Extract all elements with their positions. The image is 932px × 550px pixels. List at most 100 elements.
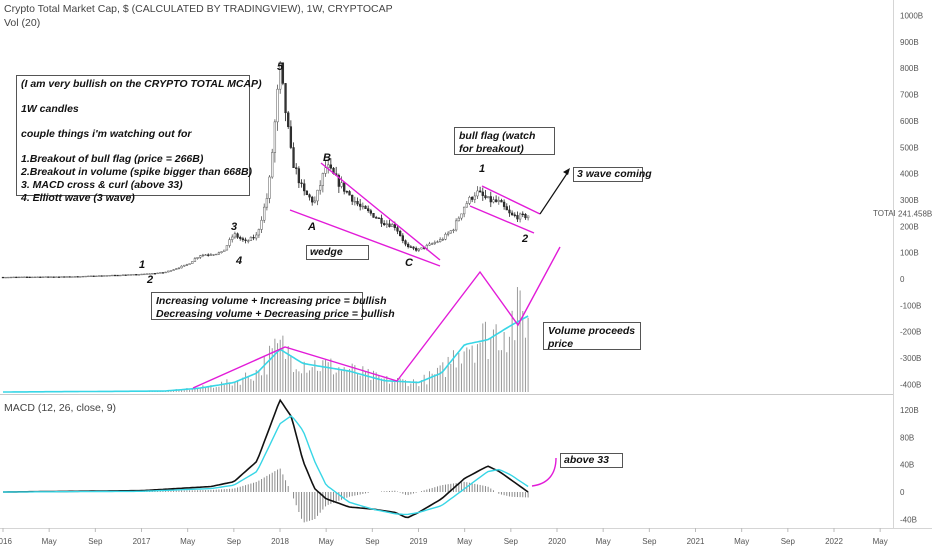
price-candle-body — [454, 220, 458, 231]
volume-bar — [202, 385, 204, 392]
price-candle-body — [329, 164, 333, 169]
volume-bar — [186, 388, 188, 392]
volume-bar — [362, 366, 364, 392]
macd-histogram-bar — [266, 475, 268, 492]
price-candle-body — [220, 251, 223, 253]
three-wave-note[interactable]: 3 wave coming — [573, 167, 652, 182]
price-candle-body — [502, 201, 506, 207]
price-candle-body — [228, 239, 231, 246]
price-candle-body — [223, 249, 226, 252]
price-axis-label: 300B — [900, 196, 919, 205]
price-candle-body — [281, 62, 285, 84]
price-candle-body — [79, 276, 82, 278]
bull-flag-note[interactable]: bull flag (watch for breakout) — [454, 127, 555, 155]
price-candle-body — [244, 239, 247, 241]
volume-bar — [218, 386, 220, 392]
macd-axis-label: -40B — [900, 515, 917, 524]
volume-bar — [271, 348, 273, 392]
volume-bar — [455, 367, 457, 392]
macd-histogram-bar — [463, 481, 465, 492]
macd-histogram-bar — [194, 490, 196, 492]
price-candle-body — [148, 273, 151, 275]
volume-bar — [471, 345, 473, 392]
price-candle-body — [340, 182, 343, 187]
price-candle-body — [124, 274, 127, 276]
wave-label-2: 2 — [146, 274, 153, 286]
volume-bar — [359, 375, 361, 392]
volume-bar — [189, 389, 191, 392]
macd-histogram-bar — [474, 483, 476, 492]
macd-histogram-bar — [298, 492, 300, 513]
volume-bar — [341, 370, 343, 392]
price-candle-body — [185, 264, 189, 266]
price-candle-body — [135, 274, 138, 276]
volume-moving-average-line — [3, 315, 529, 393]
price-candle-body — [31, 276, 34, 279]
price-axis-label: 700B — [900, 91, 919, 100]
main-analysis-note[interactable]: (I am very bullish on the CRYPTO TOTAL M… — [16, 75, 262, 204]
macd-histogram-bar — [388, 490, 390, 492]
price-candle-body — [257, 229, 261, 236]
volume-bar — [223, 384, 225, 392]
volume-bar — [213, 387, 215, 392]
volume-bar — [263, 355, 265, 392]
note-line: 2.Breakout in volume (spike bigger than … — [21, 166, 253, 178]
time-axis-label: 2019 — [410, 537, 428, 546]
macd-histogram — [87, 468, 529, 523]
volume-bar — [226, 379, 228, 392]
volume-bar — [436, 367, 438, 392]
macd-histogram-bar — [181, 490, 183, 492]
wedge-note[interactable]: wedge — [306, 245, 369, 260]
price-candle-body — [92, 275, 95, 277]
price-candle-body — [420, 247, 423, 250]
volume-bar — [261, 375, 263, 392]
price-candle-body — [316, 189, 319, 202]
note-spacer — [21, 116, 245, 128]
current-symbol: TOTAL — [873, 209, 899, 218]
price-candle-body — [76, 276, 79, 278]
price-axis-label: 900B — [900, 38, 919, 47]
price-candle-body — [156, 272, 159, 275]
macd-histogram-bar — [223, 489, 225, 492]
price-candle-body — [177, 267, 181, 269]
macd-histogram-bar — [335, 492, 337, 502]
time-axis-label: May — [596, 537, 611, 546]
macd-axis-label: 40B — [900, 461, 914, 470]
current-price-tag — [895, 207, 932, 220]
price-candle-body — [345, 191, 349, 193]
macd-histogram-bar — [444, 484, 446, 492]
volume-rule-note[interactable]: Increasing volume + Increasing price = b… — [151, 292, 395, 320]
volume-proceeds-note[interactable]: Volume proceeds price — [543, 322, 641, 350]
volume-bar — [343, 367, 345, 392]
macd-histogram-bar — [434, 487, 436, 492]
macd-histogram-bar — [381, 491, 383, 492]
time-axis-label: Sep — [88, 537, 103, 546]
macd-histogram-bar — [458, 482, 460, 492]
price-candle-body — [159, 272, 162, 274]
price-candle-body — [249, 236, 253, 241]
price-candle-body — [351, 194, 354, 202]
macd-histogram-bar — [157, 491, 159, 492]
macd-histogram-bar — [460, 482, 462, 492]
price-candle-body — [524, 214, 527, 219]
price-candle-body — [367, 208, 370, 211]
price-candle-body — [127, 274, 130, 276]
volume-bar — [319, 371, 321, 392]
volume-bar — [205, 387, 207, 392]
volume-bar — [207, 386, 209, 392]
macd-above-33-note[interactable]: above 33 — [560, 453, 623, 468]
volume-bar — [221, 381, 223, 392]
price-candle-body — [271, 152, 274, 178]
price-candle-body — [111, 274, 114, 277]
volume-bar — [287, 346, 289, 392]
price-candle-body — [41, 276, 45, 278]
price-candle-body — [327, 164, 330, 168]
macd-histogram-bar — [213, 489, 215, 492]
volume-bar — [479, 342, 481, 392]
macd-histogram-bar — [498, 492, 500, 494]
price-candle-body — [81, 275, 85, 278]
macd-histogram-bar — [450, 483, 452, 492]
price-candle-body — [311, 196, 314, 203]
time-axis-label: May — [42, 537, 57, 546]
